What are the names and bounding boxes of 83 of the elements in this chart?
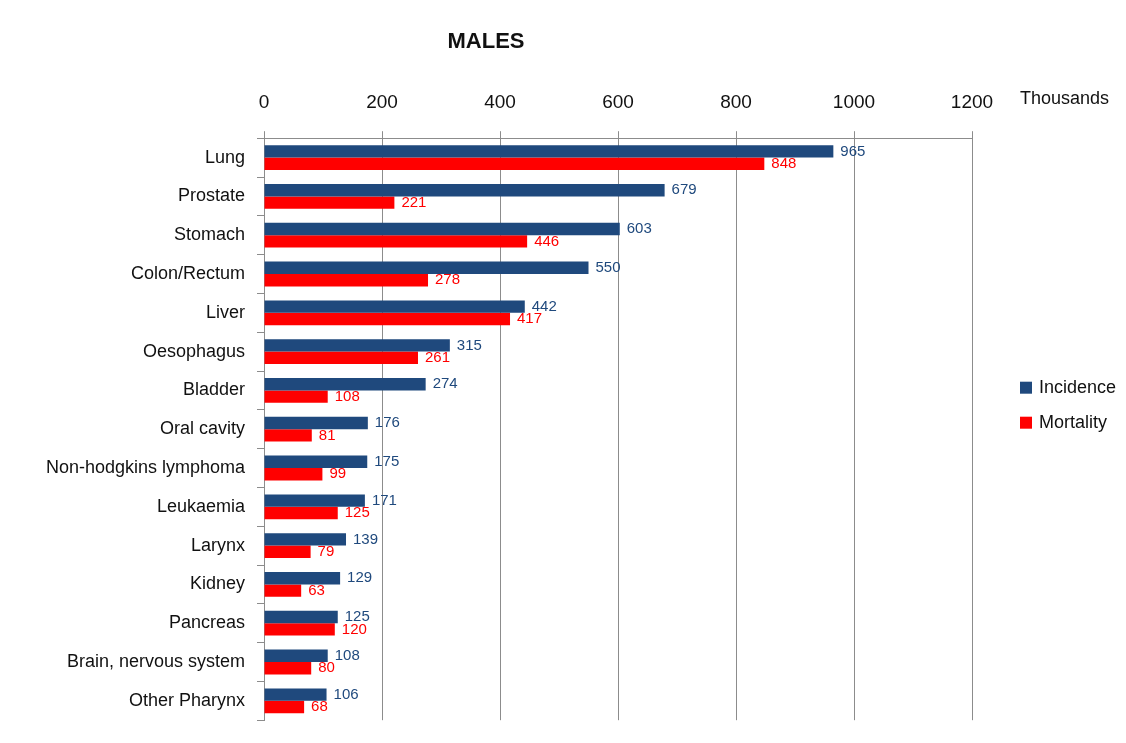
data-label: 278 [435,270,461,288]
data-label: 848 [771,153,797,171]
bar [264,261,589,274]
data-label: 221 [401,192,427,210]
bar [264,196,395,209]
bar [264,700,305,714]
bar [264,533,347,546]
x-tick-label: 600 [602,91,634,113]
bar [264,468,323,481]
bar [264,494,365,507]
bar [264,662,312,675]
y-tick-label: Leukaemia [156,495,246,516]
data-label: 965 [840,141,866,159]
data-label: 139 [353,529,379,547]
data-label: 171 [371,490,397,508]
bar [264,157,765,171]
x-tick-label: 400 [484,91,516,113]
bar [264,222,620,236]
data-label: 679 [671,180,697,198]
data-label: 108 [334,386,360,404]
y-tick-label: Other Pharynx [128,689,245,710]
bar [264,235,528,248]
x-tick-label: 800 [720,91,752,113]
y-tick-label: Stomach [173,224,245,245]
bar [264,610,338,624]
x-tick-label: 0 [258,91,270,113]
legend-label: Incidence [1039,376,1117,397]
y-tick-label: Larynx [190,534,245,555]
bar [264,274,429,287]
y-tick-label: Kidney [189,573,245,594]
y-tick-label: Lung [204,146,245,167]
y-tick-label: Bladder [182,379,245,400]
data-label: 125 [344,503,370,521]
chart-title: MALES [447,28,525,54]
bar [264,455,368,468]
bar [264,506,338,520]
data-label: 108 [334,645,360,663]
bar [264,416,368,430]
data-label: 176 [374,413,400,431]
y-tick-label: Oesophagus [142,340,245,361]
y-tick-label: Oral cavity [159,418,245,439]
legend-label: Mortality [1039,411,1108,432]
data-label: 63 [308,580,325,598]
bar [264,351,418,365]
y-tick-label: Brain, nervous system [66,650,245,671]
bar [264,429,312,442]
y-tick-label: Non-hodgkins lymphoma [45,456,246,477]
y-tick-label: Pancreas [168,612,245,633]
data-label: 79 [317,541,335,559]
bar [264,571,341,585]
data-label: 175 [374,451,400,469]
bar [264,688,327,701]
data-label: 80 [318,658,335,676]
data-label: 446 [534,231,560,249]
x-tick-label: 1000 [832,91,876,113]
bar [264,545,311,559]
data-label: 261 [424,347,451,365]
bar [264,339,450,352]
bar [264,390,328,403]
bar [264,649,328,662]
data-label: 315 [456,335,482,353]
bar [264,312,511,326]
data-label: 99 [329,464,347,482]
x-tick-label: 1200 [950,91,994,113]
bar [264,300,525,313]
bar [264,623,335,636]
x-tick-label: 200 [366,91,398,113]
data-label: 106 [333,684,359,702]
data-label: 129 [347,568,373,586]
data-label: 68 [311,697,328,715]
y-tick-label: Liver [205,301,245,322]
data-label: 81 [318,425,336,443]
bar [264,183,665,197]
data-label: 550 [595,257,621,275]
x-axis-title: Thousands [1020,88,1110,109]
y-tick-label: Prostate [177,185,245,206]
data-label: 125 [344,607,370,625]
bar [264,584,302,597]
data-label: 603 [626,219,652,237]
data-label: 274 [432,374,458,392]
bar [264,145,834,158]
bar [264,377,426,391]
y-tick-label: Colon/Rectum [130,262,245,283]
